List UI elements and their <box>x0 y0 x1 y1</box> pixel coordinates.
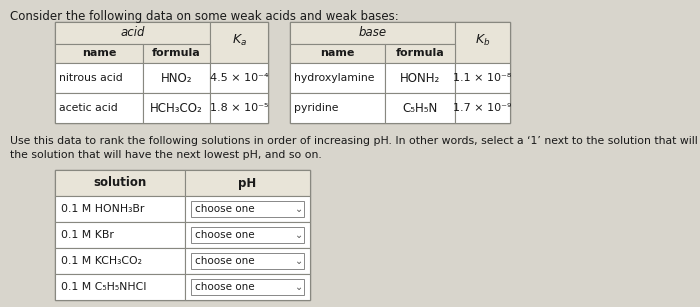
Bar <box>185 222 310 248</box>
Text: Use this data to rank the following solutions in order of increasing pH. In othe: Use this data to rank the following solu… <box>10 136 700 146</box>
Bar <box>55 22 210 44</box>
Text: formula: formula <box>152 49 201 59</box>
Bar <box>210 93 268 123</box>
Text: 1.1 × 10⁻⁸: 1.1 × 10⁻⁸ <box>454 73 512 83</box>
Bar <box>55 63 143 93</box>
Text: Consider the following data on some weak acids and weak bases:: Consider the following data on some weak… <box>10 10 399 23</box>
Bar <box>55 222 185 248</box>
Bar <box>455 22 510 63</box>
Bar <box>290 93 385 123</box>
Bar <box>55 22 268 123</box>
Text: ⌄: ⌄ <box>295 204 303 214</box>
Text: formula: formula <box>395 49 444 59</box>
Bar <box>191 253 304 269</box>
Bar <box>191 201 304 217</box>
Bar <box>385 44 455 63</box>
Text: $K_b$: $K_b$ <box>475 33 490 48</box>
Text: 0.1 M KBr: 0.1 M KBr <box>61 230 114 240</box>
Text: nitrous acid: nitrous acid <box>59 73 122 83</box>
Bar <box>55 170 310 300</box>
Text: 4.5 × 10⁻⁴: 4.5 × 10⁻⁴ <box>210 73 268 83</box>
Text: name: name <box>82 49 116 59</box>
Bar <box>455 93 510 123</box>
Bar <box>55 248 185 274</box>
Bar <box>55 196 185 222</box>
Bar <box>55 44 143 63</box>
Bar <box>290 44 385 63</box>
Text: the solution that will have the next lowest pH, and so on.: the solution that will have the next low… <box>10 150 322 160</box>
Bar <box>210 63 268 93</box>
Text: 1.7 × 10⁻⁹: 1.7 × 10⁻⁹ <box>454 103 512 113</box>
Text: choose one: choose one <box>195 282 255 292</box>
Text: acetic acid: acetic acid <box>59 103 118 113</box>
Text: C₅H₅N: C₅H₅N <box>402 102 438 115</box>
Text: pH: pH <box>239 177 257 189</box>
Text: choose one: choose one <box>195 204 255 214</box>
Text: acid: acid <box>120 26 145 40</box>
Bar <box>185 170 310 196</box>
Text: 0.1 M C₅H₅NHCI: 0.1 M C₅H₅NHCI <box>61 282 146 292</box>
Text: 1.8 × 10⁻⁵: 1.8 × 10⁻⁵ <box>210 103 268 113</box>
Text: ⌄: ⌄ <box>295 256 303 266</box>
Bar <box>143 93 210 123</box>
Bar <box>191 279 304 295</box>
Text: hydroxylamine: hydroxylamine <box>294 73 374 83</box>
Bar <box>185 196 310 222</box>
Text: choose one: choose one <box>195 230 255 240</box>
Bar <box>185 274 310 300</box>
Text: 0.1 M HONH₃Br: 0.1 M HONH₃Br <box>61 204 144 214</box>
Bar <box>290 22 510 123</box>
Bar <box>55 170 185 196</box>
Text: HCH₃CO₂: HCH₃CO₂ <box>150 102 203 115</box>
Bar <box>191 227 304 243</box>
Text: ⌄: ⌄ <box>295 230 303 240</box>
Bar <box>55 93 143 123</box>
Bar <box>143 44 210 63</box>
Text: choose one: choose one <box>195 256 255 266</box>
Bar <box>55 274 185 300</box>
Bar <box>455 63 510 93</box>
Text: ⌄: ⌄ <box>295 282 303 292</box>
Text: HNO₂: HNO₂ <box>161 72 192 84</box>
Text: $K_a$: $K_a$ <box>232 33 246 48</box>
Bar <box>185 248 310 274</box>
Bar <box>290 22 455 44</box>
Bar <box>290 63 385 93</box>
Bar <box>210 22 268 63</box>
Text: name: name <box>321 49 355 59</box>
Text: 0.1 M KCH₃CO₂: 0.1 M KCH₃CO₂ <box>61 256 142 266</box>
Text: base: base <box>358 26 386 40</box>
Text: pyridine: pyridine <box>294 103 339 113</box>
Bar <box>385 93 455 123</box>
Bar <box>143 63 210 93</box>
Bar <box>385 63 455 93</box>
Text: solution: solution <box>93 177 146 189</box>
Text: HONH₂: HONH₂ <box>400 72 440 84</box>
